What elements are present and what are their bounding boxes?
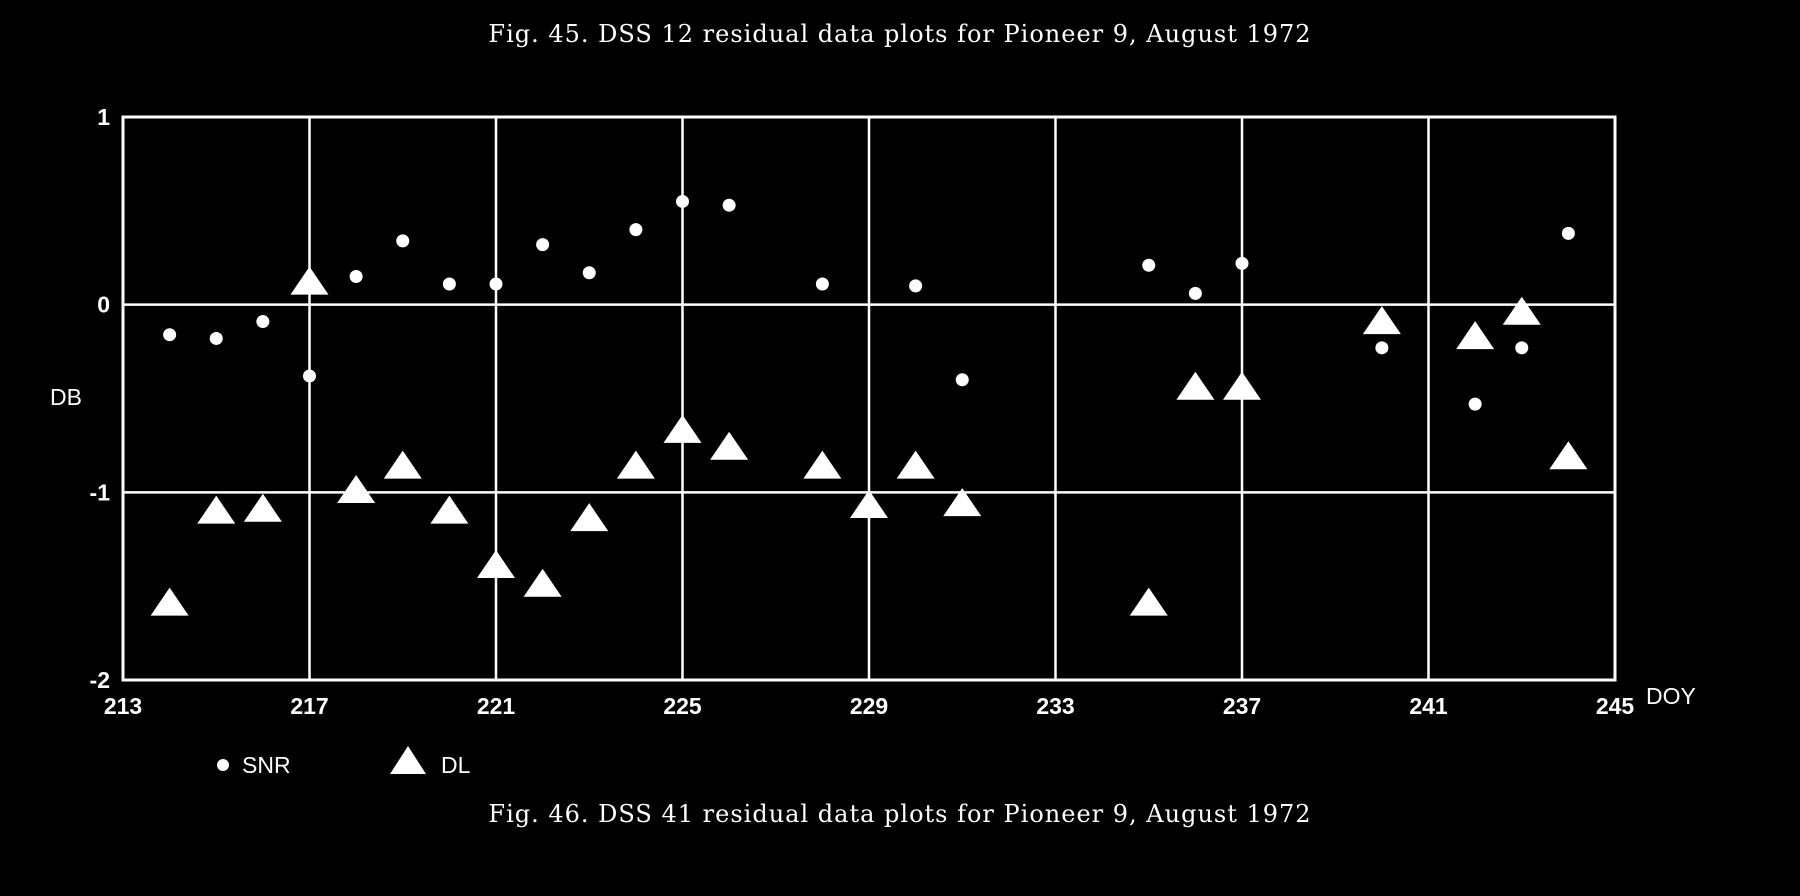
snr-point xyxy=(349,270,363,284)
dl-point xyxy=(430,495,469,524)
dl-point xyxy=(570,503,609,532)
dl-point xyxy=(150,587,189,616)
snr-point xyxy=(1561,226,1575,240)
y-tick-label: 1 xyxy=(97,104,110,130)
x-tick-label: 241 xyxy=(1409,693,1448,719)
y-tick-label: 0 xyxy=(97,292,110,318)
dl-point xyxy=(1129,587,1168,616)
plot-frame xyxy=(121,115,1617,682)
snr-point xyxy=(209,331,223,345)
dl-point xyxy=(943,488,982,517)
legend-snr-marker xyxy=(217,759,229,771)
dl-point xyxy=(850,489,888,518)
tick-labels: 213 217 221 225 229 233 237 241 245 1 0 -1 -2 xyxy=(90,104,1635,719)
snr-point xyxy=(396,234,410,248)
series-dl xyxy=(150,266,1588,616)
dl-point xyxy=(663,414,702,443)
y-tick-label: -2 xyxy=(90,667,110,693)
figure-caption-top: Fig. 45. DSS 12 residual data plots for … xyxy=(488,20,1312,48)
snr-point xyxy=(1142,258,1156,272)
y-axis-label: DB xyxy=(50,384,82,410)
dl-point xyxy=(803,450,842,479)
dl-point xyxy=(383,450,422,479)
figure-caption-bottom: Fig. 46. DSS 41 residual data plots for … xyxy=(488,800,1312,828)
snr-point xyxy=(1515,341,1529,355)
snr-point xyxy=(629,223,643,237)
dl-point xyxy=(1223,371,1261,400)
x-axis-label: DOY xyxy=(1646,683,1696,709)
snr-point xyxy=(536,238,550,252)
grid-lines xyxy=(123,117,1615,680)
snr-point xyxy=(676,194,689,208)
legend: SNR DL xyxy=(217,746,471,778)
x-tick-label: 233 xyxy=(1036,693,1074,719)
snr-point xyxy=(815,277,829,291)
dl-point xyxy=(616,450,655,479)
legend-dl-label: DL xyxy=(441,752,471,778)
dl-point xyxy=(710,431,749,460)
data-marks xyxy=(150,194,1588,616)
dl-point xyxy=(197,495,236,524)
snr-point xyxy=(256,315,270,329)
dl-point xyxy=(896,450,935,479)
snr-point xyxy=(163,328,177,342)
series-snr xyxy=(163,194,1575,411)
x-tick-label: 217 xyxy=(290,693,328,719)
x-tick-label: 237 xyxy=(1223,693,1261,719)
dl-point xyxy=(523,568,562,597)
x-tick-label: 213 xyxy=(104,693,142,719)
snr-point xyxy=(1188,286,1202,300)
snr-point xyxy=(582,266,596,280)
snr-point xyxy=(303,369,316,383)
dl-point xyxy=(337,474,376,503)
x-tick-label: 229 xyxy=(850,693,888,719)
dl-point xyxy=(1502,296,1541,325)
legend-dl-marker xyxy=(390,746,426,774)
snr-point xyxy=(489,277,503,291)
snr-point xyxy=(1235,256,1249,270)
dl-point xyxy=(243,493,282,522)
dl-point xyxy=(1362,306,1401,335)
dl-point xyxy=(1549,441,1588,470)
dl-point xyxy=(1176,371,1215,400)
dl-point xyxy=(290,266,329,295)
snr-point xyxy=(1468,397,1482,411)
snr-point xyxy=(955,373,969,387)
y-tick-label: -1 xyxy=(90,479,111,505)
x-tick-label: 221 xyxy=(477,693,516,719)
legend-snr-label: SNR xyxy=(242,752,291,778)
snr-point xyxy=(909,279,923,293)
dl-point xyxy=(477,550,515,579)
x-tick-label: 245 xyxy=(1596,693,1635,719)
snr-point xyxy=(442,277,456,291)
snr-point xyxy=(722,198,736,212)
x-tick-label: 225 xyxy=(663,693,702,719)
snr-point xyxy=(1375,341,1389,355)
dl-point xyxy=(1456,321,1495,350)
